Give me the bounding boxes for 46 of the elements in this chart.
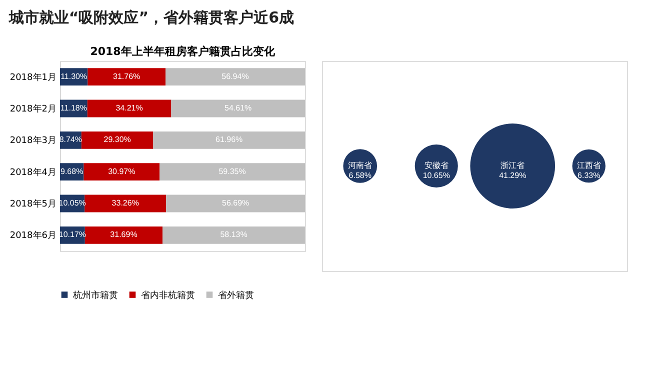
- data-label: 61.96%: [216, 135, 243, 144]
- y-tick-label: 2018年1月: [10, 72, 56, 83]
- bar: [84, 163, 160, 181]
- y-tick-label: 2018年2月: [10, 104, 56, 114]
- bar: [160, 163, 305, 181]
- data-label: 56.94%: [222, 72, 249, 81]
- bar: [88, 68, 166, 86]
- data-label: 30.97%: [108, 166, 136, 176]
- bar: [166, 194, 305, 212]
- bar: [81, 131, 154, 149]
- data-label: 58.13%: [220, 230, 248, 240]
- category-label: 浙江省: [500, 161, 525, 170]
- legend-label: 杭州市籍贯: [72, 290, 118, 301]
- category-label: 河南省: [348, 161, 372, 170]
- y-tick-label: 2018年6月: [10, 230, 56, 242]
- bar: [84, 194, 166, 212]
- data-label: 10.65%: [422, 171, 450, 180]
- data-label: 31.69%: [110, 230, 138, 240]
- bar: [162, 226, 305, 244]
- legend-label: 省内非杭籍贯: [141, 290, 195, 301]
- data-label: 54.61%: [224, 104, 252, 112]
- chart-title: 2018年上半年租房客户籍贯占比变化: [90, 45, 276, 58]
- data-label: 31.76%: [113, 72, 140, 81]
- bar: [165, 68, 305, 86]
- y-tick-label: 2018年5月: [10, 198, 56, 210]
- category-label: 安徽省: [424, 161, 448, 170]
- category-label: 江西省: [576, 161, 601, 170]
- y-tick-label: 2018年3月: [10, 135, 56, 146]
- data-label: 6.58%: [348, 171, 372, 180]
- bar: [87, 100, 172, 118]
- data-label: 41.29%: [499, 171, 526, 180]
- data-label: 6.33%: [578, 171, 600, 180]
- data-label: 11.30%: [60, 72, 88, 81]
- bar: [84, 226, 163, 244]
- bar: [153, 131, 305, 149]
- data-label: 59.35%: [218, 166, 246, 176]
- data-label: 29.30%: [104, 135, 131, 144]
- bar: [171, 100, 305, 118]
- data-label: 34.21%: [116, 104, 143, 112]
- data-label: 33.26%: [112, 198, 139, 208]
- data-label: 9.68%: [60, 166, 84, 176]
- text: 城市就业“吸附效应”，省外籍贯客户近6成: [8, 8, 294, 26]
- data-label: 56.69%: [222, 198, 250, 208]
- y-tick-label: 2018年4月: [10, 166, 56, 178]
- legend-label: 省外籍贯: [218, 290, 254, 301]
- data-label: 11.18%: [60, 104, 87, 112]
